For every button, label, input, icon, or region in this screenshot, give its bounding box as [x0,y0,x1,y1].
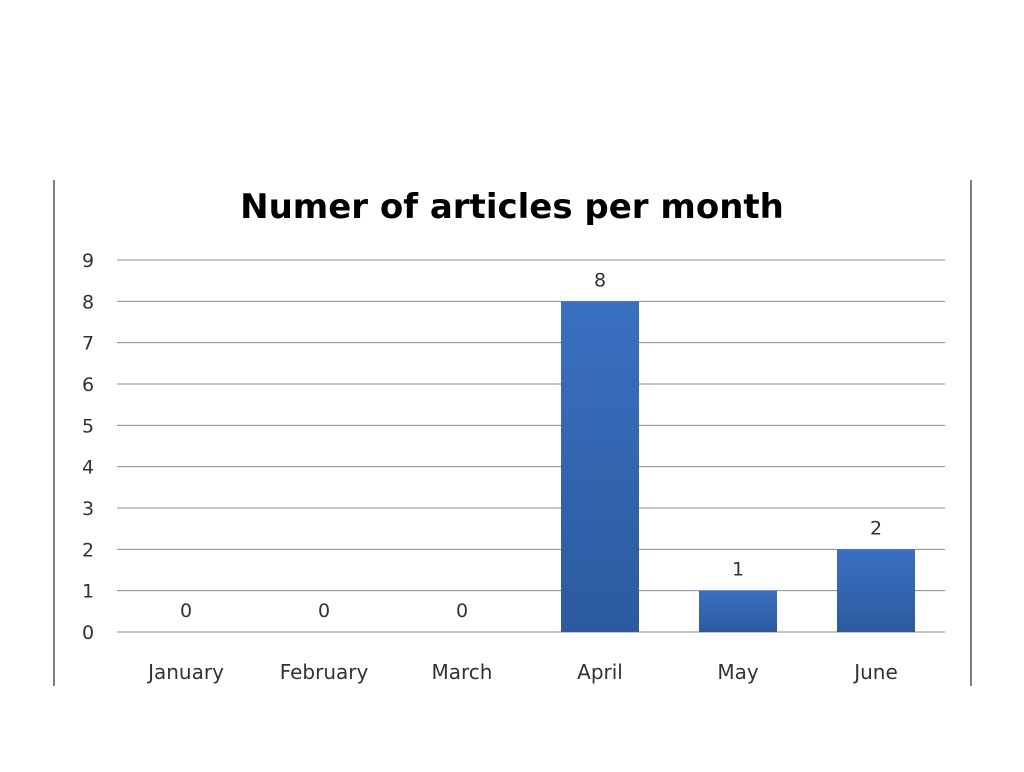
gridlines [117,259,945,633]
data-label-march: 0 [456,600,468,622]
x-tick-label-may: May [717,660,759,684]
x-tick-label-april: April [577,660,623,684]
chart-title: Numer of articles per month [240,187,784,227]
bar-april [561,301,639,632]
x-tick-label-march: March [432,660,493,684]
bars [561,301,915,632]
y-tick-label: 7 [82,333,94,355]
y-tick-label: 6 [82,374,94,396]
y-axis-ticks: 0 1 2 3 4 5 6 7 8 9 [82,250,94,644]
data-labels: 0 0 0 8 1 2 [180,269,882,622]
data-label-february: 0 [318,600,330,622]
bar-june [837,549,915,632]
y-tick-label: 8 [82,291,94,313]
x-tick-label-january: January [146,660,224,684]
data-label-june: 2 [870,517,882,539]
bar-may [699,590,777,632]
x-axis-ticks: January February March April May June [146,660,898,684]
y-tick-label: 4 [82,457,94,479]
y-tick-label: 5 [82,415,94,437]
x-tick-label-june: June [852,660,898,684]
data-label-april: 8 [594,269,606,291]
y-tick-label: 9 [82,250,94,272]
data-label-january: 0 [180,600,192,622]
y-tick-label: 0 [82,622,94,644]
y-tick-label: 3 [82,498,94,520]
data-label-may: 1 [732,559,744,581]
x-tick-label-february: February [280,660,369,684]
y-tick-label: 1 [82,581,94,603]
y-tick-label: 2 [82,539,94,561]
